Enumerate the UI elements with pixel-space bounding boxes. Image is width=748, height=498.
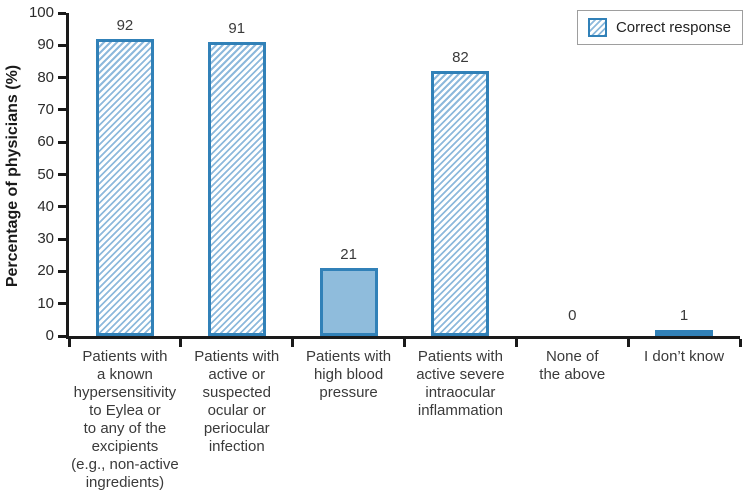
y-tick <box>58 334 66 338</box>
x-axis-labels: Patients with a known hypersensitivity t… <box>69 348 740 498</box>
bar-value-label: 1 <box>679 307 689 324</box>
legend: Correct response <box>576 10 743 45</box>
y-tick-label: 100 <box>28 4 54 21</box>
y-tick <box>58 173 66 176</box>
y-tick-label: 30 <box>37 230 54 248</box>
x-tick <box>514 339 518 347</box>
bar-value-label: 82 <box>452 49 469 67</box>
y-tick <box>58 269 66 273</box>
y-axis-title: Percentage of physicians (%) <box>4 64 21 288</box>
y-tick <box>58 76 66 80</box>
y-tick <box>58 140 66 144</box>
bar-value-label: 0 <box>568 307 577 324</box>
y-tick <box>58 43 66 47</box>
y-tick <box>58 11 66 15</box>
x-tick <box>67 339 71 347</box>
y-tick-label: 70 <box>37 100 54 118</box>
y-tick-label: 20 <box>37 262 54 280</box>
bar <box>95 38 154 336</box>
bar <box>431 71 490 336</box>
category-label: Patients with high blood pressure <box>306 348 392 401</box>
y-tick <box>58 237 66 241</box>
x-tick <box>738 339 742 347</box>
x-tick <box>626 339 630 347</box>
x-tick <box>403 339 406 347</box>
y-tick-label: 10 <box>37 294 54 312</box>
y-tick <box>58 108 66 112</box>
y-tick-label: 60 <box>37 133 54 151</box>
y-tick <box>58 205 66 209</box>
legend-hatched-swatch-icon <box>587 18 607 37</box>
category-label: Patients with active severe intraocular … <box>416 348 505 419</box>
bar-value-label: 21 <box>340 246 357 264</box>
y-tick <box>58 302 66 306</box>
bar-value-label: 92 <box>116 16 134 34</box>
bar <box>655 330 714 336</box>
plot-area: 0 10 20 30 40 50 60 70 80 90 100 92 91 21 82 0 1 <box>29 4 742 347</box>
bar <box>207 42 266 336</box>
bar <box>319 268 378 336</box>
category-label: Patients with active or suspected ocular… <box>194 348 280 455</box>
category-label: I don’t know <box>644 348 725 365</box>
bar-value-label: 91 <box>228 20 246 38</box>
y-tick-label: 90 <box>37 36 54 54</box>
y-tick-label: 80 <box>37 68 54 86</box>
y-tick-label: 40 <box>37 197 54 215</box>
category-label: None of the above <box>539 348 606 383</box>
x-tick <box>179 339 183 347</box>
y-tick-label: 50 <box>37 165 54 183</box>
category-label: Patients with a known hypersensitivity t… <box>71 348 179 491</box>
y-tick-label: 0 <box>45 327 54 344</box>
x-tick <box>291 339 295 347</box>
legend-label: Correct response <box>615 19 731 36</box>
